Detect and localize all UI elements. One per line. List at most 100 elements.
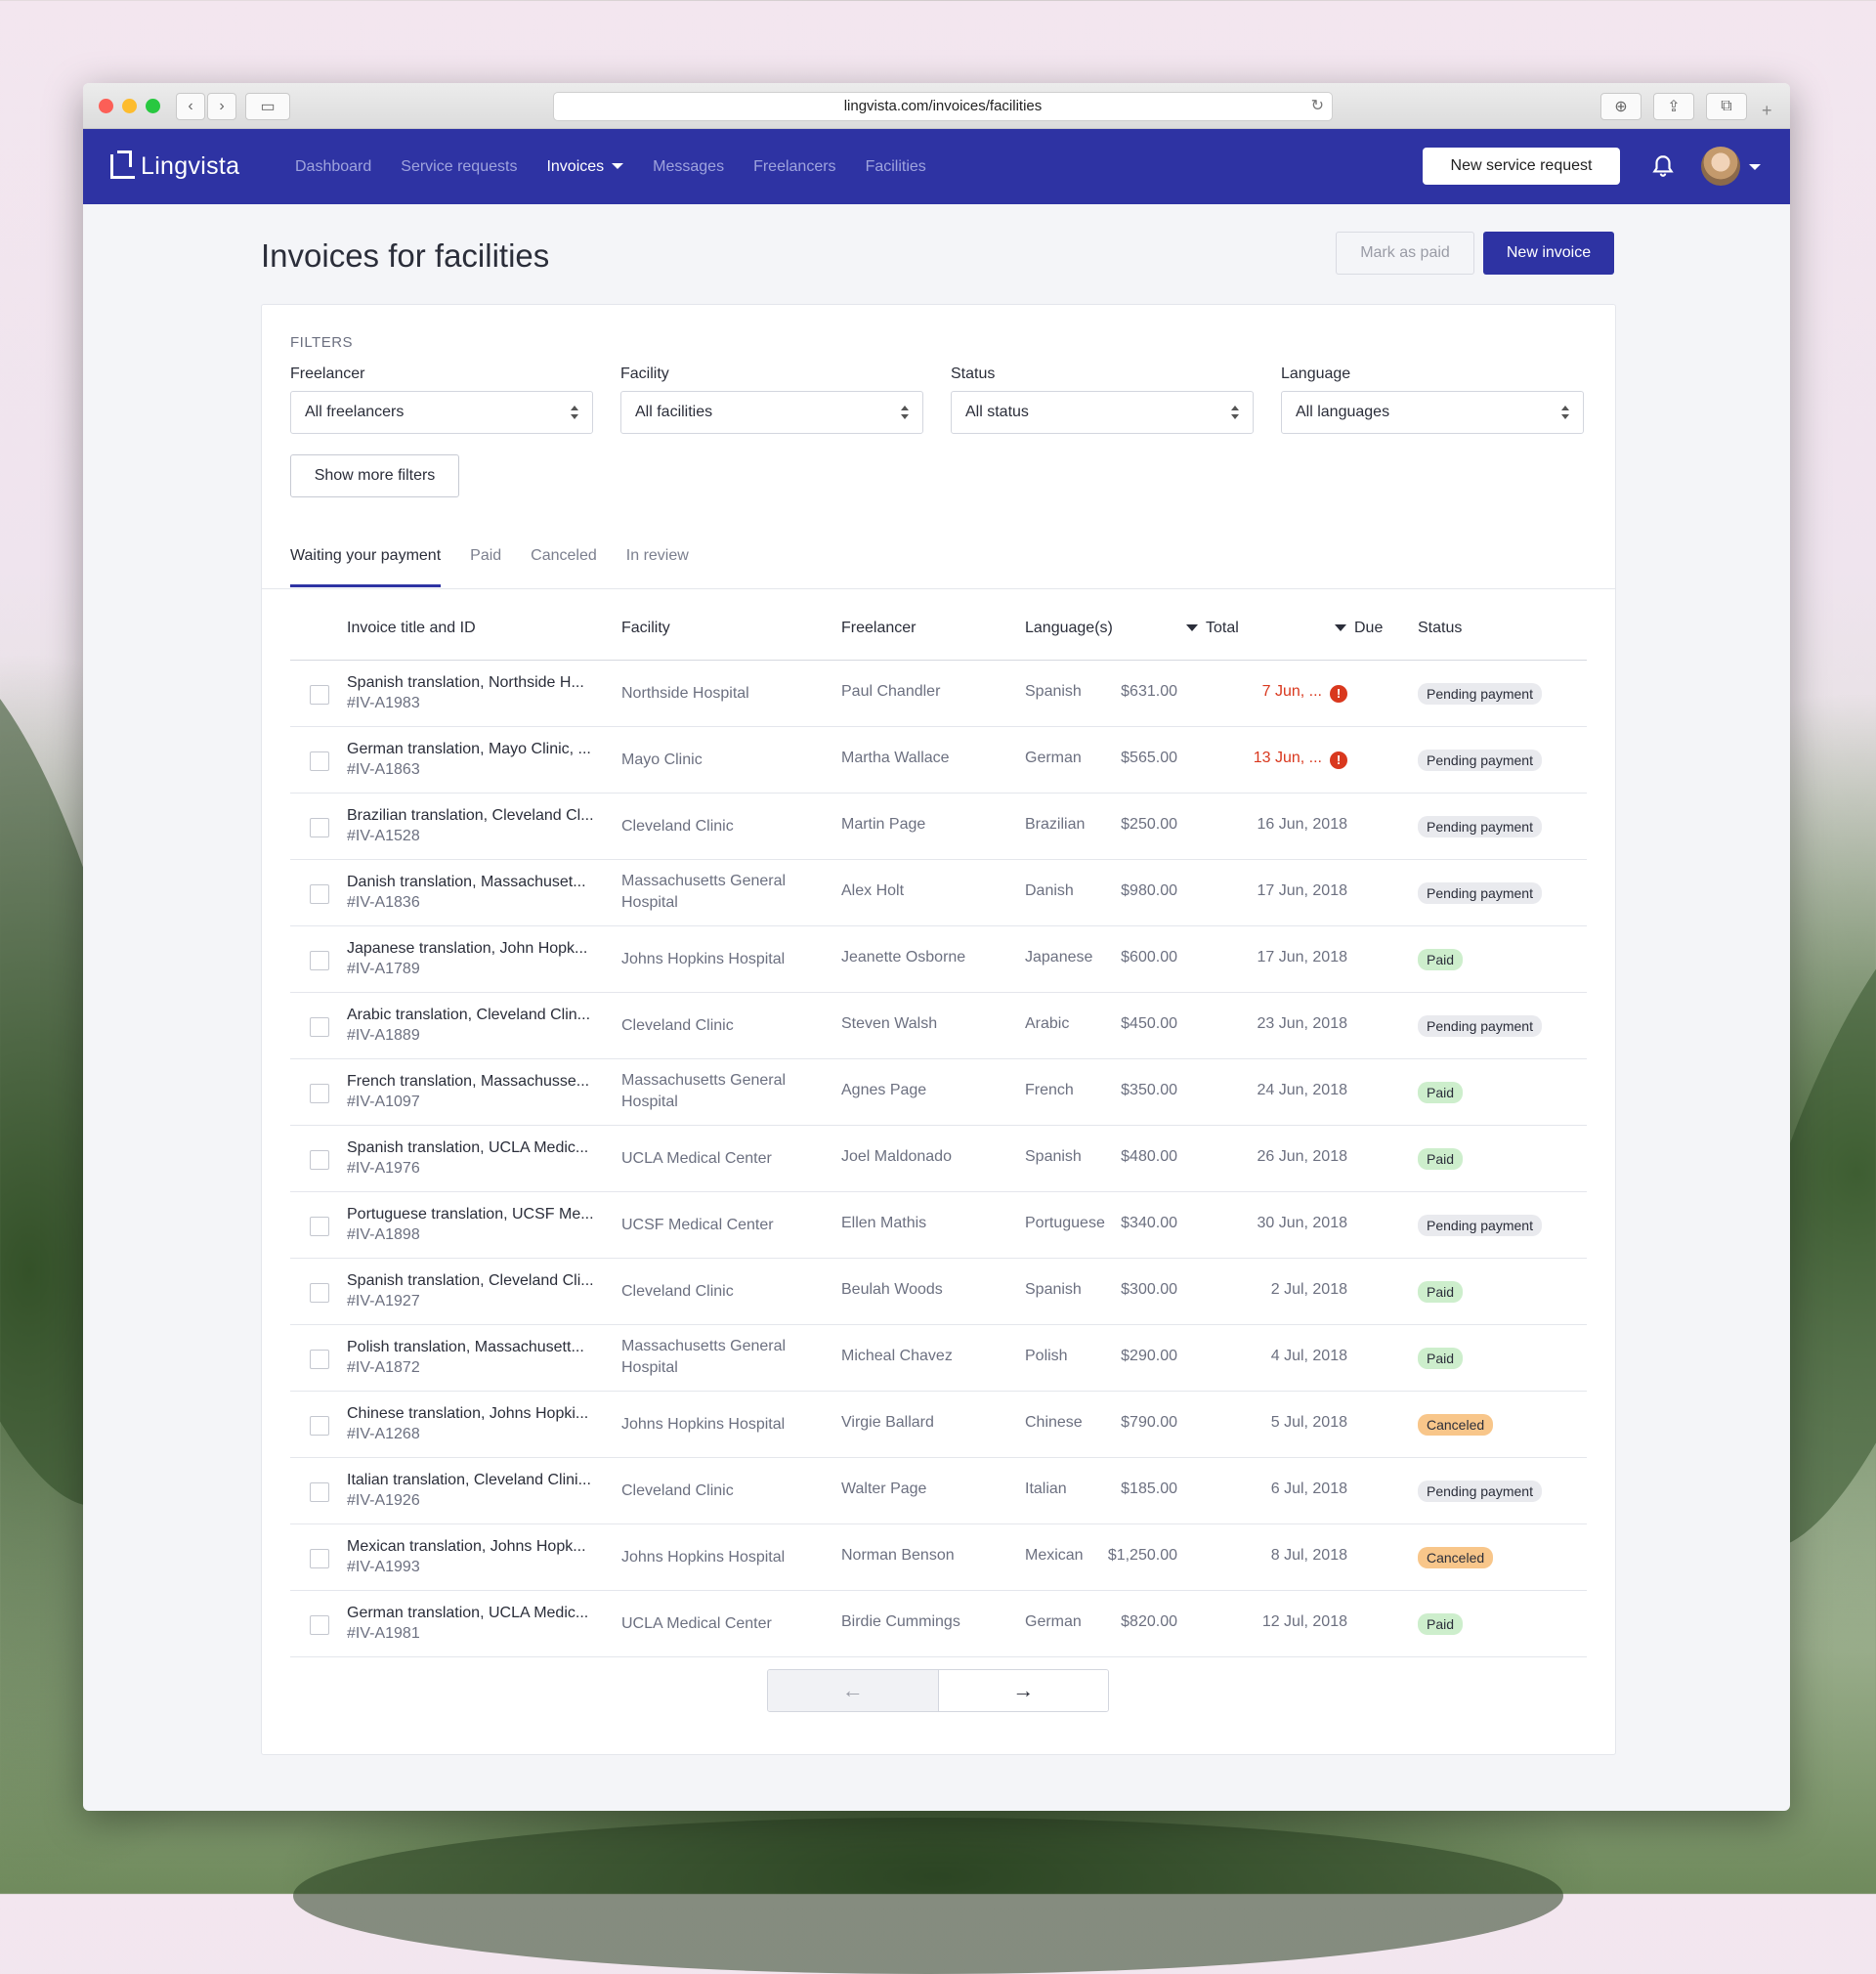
nav-freelancers[interactable]: Freelancers <box>753 157 836 175</box>
table-row[interactable]: Spanish translation, Northside H... #IV-A… <box>290 661 1587 727</box>
freelancer-select[interactable]: All freelancers <box>290 391 593 434</box>
invoice-title-cell[interactable]: German translation, UCLA Medic... #IV-A19… <box>347 1605 603 1643</box>
table-row[interactable]: Chinese translation, Johns Hopki... #IV-A… <box>290 1392 1587 1458</box>
table-row[interactable]: Mexican translation, Johns Hopk... #IV-A1… <box>290 1524 1587 1591</box>
invoice-title-cell[interactable]: Portuguese translation, UCSF Me... #IV-A1… <box>347 1206 603 1244</box>
header-languages[interactable]: Language(s) <box>1025 620 1113 636</box>
new-tab-button[interactable]: + <box>1762 101 1772 120</box>
invoice-title-cell[interactable]: Danish translation, Massachuset... #IV-A1… <box>347 874 603 912</box>
invoice-title[interactable]: Polish translation, Massachusett... <box>347 1339 584 1355</box>
next-page-button[interactable]: → <box>938 1670 1108 1711</box>
maximize-window-dot[interactable] <box>146 99 160 113</box>
row-checkbox[interactable] <box>310 818 329 837</box>
sidebar-toggle-button[interactable]: ▭ <box>245 93 290 120</box>
reload-icon[interactable]: ↻ <box>1310 98 1324 114</box>
row-checkbox[interactable] <box>310 685 329 705</box>
status-select[interactable]: All status <box>951 391 1254 434</box>
nav-dashboard[interactable]: Dashboard <box>295 157 372 175</box>
table-row[interactable]: Japanese translation, John Hopk... #IV-A1… <box>290 926 1587 993</box>
row-checkbox[interactable] <box>310 884 329 904</box>
invoice-title-cell[interactable]: Japanese translation, John Hopk... #IV-A1… <box>347 940 603 978</box>
table-row[interactable]: Arabic translation, Cleveland Clin... #IV… <box>290 993 1587 1059</box>
invoice-title-cell[interactable]: Italian translation, Cleveland Clini... #… <box>347 1472 603 1510</box>
invoice-title[interactable]: Spanish translation, Cleveland Cli... <box>347 1272 594 1289</box>
nav-messages[interactable]: Messages <box>653 157 725 175</box>
header-due[interactable]: Due <box>1335 620 1383 637</box>
invoice-title-cell[interactable]: Chinese translation, Johns Hopki... #IV-A… <box>347 1405 603 1443</box>
chevron-down-icon[interactable] <box>1749 164 1761 170</box>
header-freelancer[interactable]: Freelancer <box>841 620 917 636</box>
row-checkbox[interactable] <box>310 1150 329 1170</box>
tab-waiting-payment[interactable]: Waiting your payment <box>290 547 442 587</box>
invoice-title-cell[interactable]: Mexican translation, Johns Hopk... #IV-A1… <box>347 1538 603 1576</box>
invoice-title[interactable]: French translation, Massachusse... <box>347 1073 590 1090</box>
table-row[interactable]: Portuguese translation, UCSF Me... #IV-A1… <box>290 1192 1587 1259</box>
tab-in-review[interactable]: In review <box>625 547 689 564</box>
table-row[interactable]: Italian translation, Cleveland Clini... #… <box>290 1458 1587 1524</box>
invoice-title[interactable]: German translation, UCLA Medic... <box>347 1605 589 1621</box>
table-row[interactable]: Danish translation, Massachuset... #IV-A1… <box>290 860 1587 926</box>
new-invoice-button[interactable]: New invoice <box>1483 232 1614 275</box>
invoice-title[interactable]: Danish translation, Massachuset... <box>347 874 586 890</box>
back-button[interactable]: ‹ <box>176 93 205 120</box>
row-checkbox[interactable] <box>310 1017 329 1037</box>
tab-canceled[interactable]: Canceled <box>531 547 597 564</box>
invoice-title[interactable]: Mexican translation, Johns Hopk... <box>347 1538 586 1555</box>
invoice-title-cell[interactable]: Polish translation, Massachusett... #IV-A… <box>347 1339 603 1377</box>
row-checkbox[interactable] <box>310 1615 329 1635</box>
bell-icon[interactable] <box>1650 153 1676 179</box>
invoice-title-cell[interactable]: French translation, Massachusse... #IV-A1… <box>347 1073 603 1111</box>
invoice-title-cell[interactable]: Spanish translation, UCLA Medic... #IV-A1… <box>347 1139 603 1178</box>
new-service-request-button[interactable]: New service request <box>1423 148 1620 185</box>
row-checkbox[interactable] <box>310 1482 329 1502</box>
invoice-title[interactable]: Portuguese translation, UCSF Me... <box>347 1206 594 1223</box>
mark-as-paid-button[interactable]: Mark as paid <box>1336 232 1474 275</box>
minimize-window-dot[interactable] <box>122 99 137 113</box>
header-invoice-title[interactable]: Invoice title and ID <box>347 620 476 636</box>
header-facility[interactable]: Facility <box>621 620 670 636</box>
invoice-title[interactable]: Brazilian translation, Cleveland Cl... <box>347 807 594 824</box>
url-bar[interactable]: lingvista.com/invoices/facilities ↻ <box>553 92 1333 121</box>
table-row[interactable]: French translation, Massachusse... #IV-A1… <box>290 1059 1587 1126</box>
row-checkbox[interactable] <box>310 1283 329 1303</box>
user-avatar[interactable] <box>1701 147 1740 186</box>
tab-paid[interactable]: Paid <box>470 547 502 564</box>
invoice-title-cell[interactable]: Spanish translation, Cleveland Cli... #IV… <box>347 1272 603 1310</box>
invoice-title[interactable]: German translation, Mayo Clinic, ... <box>347 741 591 757</box>
invoice-title[interactable]: Chinese translation, Johns Hopki... <box>347 1405 589 1422</box>
row-checkbox[interactable] <box>310 1549 329 1568</box>
row-checkbox[interactable] <box>310 1350 329 1369</box>
header-status[interactable]: Status <box>1418 620 1463 636</box>
tabs-overview-button[interactable]: ⧉ <box>1706 93 1747 120</box>
brand-logo[interactable]: Lingvista <box>110 150 239 181</box>
invoice-title[interactable]: Italian translation, Cleveland Clini... <box>347 1472 591 1488</box>
row-checkbox[interactable] <box>310 1416 329 1436</box>
close-window-dot[interactable] <box>99 99 113 113</box>
invoice-title[interactable]: Spanish translation, Northside H... <box>347 674 584 691</box>
nav-service-requests[interactable]: Service requests <box>401 157 518 175</box>
forward-button[interactable]: › <box>207 93 236 120</box>
row-checkbox[interactable] <box>310 1084 329 1103</box>
language-select[interactable]: All languages <box>1281 391 1584 434</box>
share-button[interactable]: ⇪ <box>1653 93 1694 120</box>
previous-page-button[interactable]: ← <box>768 1670 939 1711</box>
table-row[interactable]: Spanish translation, Cleveland Cli... #IV… <box>290 1259 1587 1325</box>
invoice-title-cell[interactable]: Spanish translation, Northside H... #IV-A… <box>347 674 603 712</box>
nav-facilities[interactable]: Facilities <box>865 157 926 175</box>
invoice-title[interactable]: Japanese translation, John Hopk... <box>347 940 588 957</box>
table-row[interactable]: German translation, UCLA Medic... #IV-A19… <box>290 1591 1587 1657</box>
table-row[interactable]: Spanish translation, UCLA Medic... #IV-A1… <box>290 1126 1587 1192</box>
table-row[interactable]: Polish translation, Massachusett... #IV-A… <box>290 1325 1587 1392</box>
row-checkbox[interactable] <box>310 1217 329 1236</box>
facility-select[interactable]: All facilities <box>620 391 923 434</box>
table-row[interactable]: Brazilian translation, Cleveland Cl... #I… <box>290 794 1587 860</box>
row-checkbox[interactable] <box>310 751 329 771</box>
nav-invoices[interactable]: Invoices <box>546 158 624 176</box>
row-checkbox[interactable] <box>310 951 329 970</box>
downloads-button[interactable]: ⊕ <box>1600 93 1642 120</box>
invoice-title[interactable]: Spanish translation, UCLA Medic... <box>347 1139 589 1156</box>
invoice-title-cell[interactable]: Arabic translation, Cleveland Clin... #IV… <box>347 1007 603 1045</box>
show-more-filters-button[interactable]: Show more filters <box>290 454 459 497</box>
invoice-title-cell[interactable]: German translation, Mayo Clinic, ... #IV-… <box>347 741 603 779</box>
invoice-title[interactable]: Arabic translation, Cleveland Clin... <box>347 1007 591 1023</box>
